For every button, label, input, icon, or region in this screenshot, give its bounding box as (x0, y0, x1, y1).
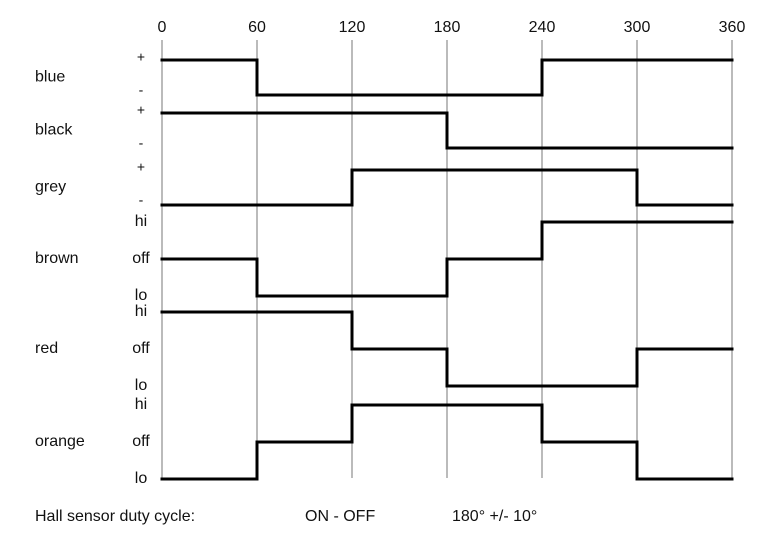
level-label: off (132, 433, 150, 450)
level-label: hi (135, 213, 147, 230)
footer-label: Hall sensor duty cycle: (35, 508, 195, 525)
x-tick-label: 120 (339, 19, 366, 36)
series-name: orange (35, 433, 85, 450)
footer-mode: ON - OFF (305, 508, 375, 525)
level-label: lo (135, 287, 148, 304)
series-name: black (35, 122, 73, 139)
level-label: + (137, 159, 145, 175)
level-label: lo (135, 377, 148, 394)
x-tick-label: 180 (434, 19, 461, 36)
x-tick-label: 360 (719, 19, 746, 36)
series-name: blue (35, 69, 65, 86)
level-label: off (132, 340, 150, 357)
series-name: red (35, 340, 58, 357)
level-label: hi (135, 396, 147, 413)
x-tick-label: 60 (248, 19, 266, 36)
level-label: - (139, 82, 144, 98)
level-label: lo (135, 470, 148, 487)
level-label: off (132, 250, 150, 267)
footer-duty: 180° +/- 10° (452, 508, 537, 525)
x-tick-label: 240 (529, 19, 556, 36)
level-label: + (137, 102, 145, 118)
x-tick-label: 300 (624, 19, 651, 36)
series-name: brown (35, 250, 79, 267)
level-label: - (139, 135, 144, 151)
level-label: hi (135, 303, 147, 320)
series-name: grey (35, 179, 66, 196)
x-tick-label: 0 (158, 19, 167, 36)
level-label: - (139, 192, 144, 208)
level-label: + (137, 49, 145, 65)
